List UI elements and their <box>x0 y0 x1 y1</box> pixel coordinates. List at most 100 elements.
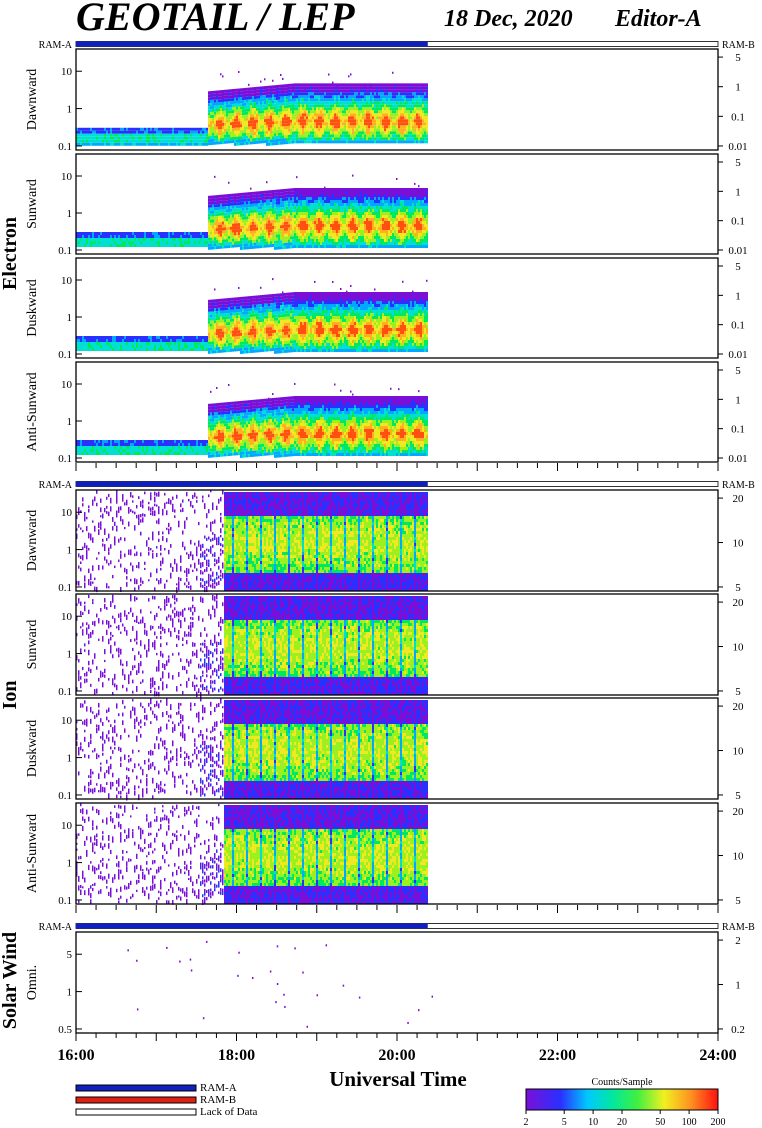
left-tick-label: 10 <box>61 820 73 832</box>
right-tick-label: 1 <box>735 82 741 94</box>
right-tick-label: 0.1 <box>731 216 745 228</box>
panels: RAM-A RAM-B 10 1 0.1 5 1 0.1 0.01 Dawnward 10 1 0.1 5… <box>0 40 755 1036</box>
left-tick-label: 1 <box>67 104 73 116</box>
panel-frame <box>75 489 719 592</box>
colorbar-title: Counts/Sample <box>591 1077 653 1088</box>
left-tick-label: 1 <box>67 312 73 324</box>
legend-swatch-lack <box>75 1108 197 1116</box>
colorbar-tick-label: 5 <box>562 1117 567 1128</box>
panel-0-2: 10 1 0.1 5 1 0.1 0.01 Duskward <box>25 257 748 361</box>
left-tick-label: 1 <box>67 545 73 557</box>
legend-swatch-ram-b <box>75 1096 197 1104</box>
panel-label: Anti-Sunward <box>25 814 40 893</box>
panel-bg <box>76 932 718 1033</box>
ram-a-label-1: RAM-A <box>39 480 73 491</box>
ram-b-label-2: RAM-B <box>722 922 755 933</box>
spectrogram <box>76 803 428 906</box>
panel-0-0: 10 1 0.1 5 1 0.1 0.01 Dawnward <box>25 48 748 153</box>
panel-1-0: 10 1 0.1 20 10 5 Dawnward <box>25 489 745 594</box>
panel-frame <box>75 153 719 255</box>
right-tick-label: 0.1 <box>731 424 745 436</box>
right-tick-label: 5 <box>735 365 741 377</box>
right-tick-label: 20 <box>733 806 745 818</box>
left-tick-label: 1 <box>67 858 73 870</box>
group-label-2: Solar Wind <box>0 932 21 1029</box>
legend: RAM-A RAM-B Lack of Data <box>75 1082 258 1118</box>
spectrogram <box>76 698 428 801</box>
ram-a-label-0: RAM-A <box>39 40 73 51</box>
right-tick-label: 0.01 <box>728 349 747 361</box>
panel-label: Dawnward <box>25 510 40 571</box>
colorbar-tick-label: 100 <box>682 1117 697 1128</box>
right-tick-label: 1 <box>735 394 741 406</box>
right-tick-label: 10 <box>733 851 745 863</box>
panel-1-2: 10 1 0.1 20 10 5 Duskward <box>25 697 745 802</box>
ram-bar-a-1 <box>76 481 428 487</box>
right-tick-label: 2 <box>735 935 741 947</box>
left-tick-label: 1 <box>67 208 73 220</box>
spectrogram <box>76 490 428 593</box>
left-tick-label: 1 <box>67 416 73 428</box>
right-tick-label: 20 <box>733 493 745 505</box>
right-tick-label: 0.1 <box>731 320 745 332</box>
left-tick-label: 0.1 <box>58 790 72 802</box>
panel-0-3: 10 1 0.1 5 1 0.1 0.01 Anti-Sunward <box>25 361 748 465</box>
left-tick-label: 0.1 <box>58 686 72 698</box>
left-tick-label: 1 <box>67 987 73 999</box>
ram-bar-a-0 <box>76 41 428 47</box>
x-tick-label: 24:00 <box>699 1047 736 1064</box>
right-tick-label: 5 <box>735 790 741 802</box>
right-tick-label: 10 <box>733 746 745 758</box>
spectrogram <box>76 278 428 354</box>
colorbar-tick-label: 2 <box>524 1117 529 1128</box>
colorbar-tick-label: 20 <box>617 1117 627 1128</box>
panel-frame <box>75 361 719 463</box>
panel-label: Sunward <box>25 620 40 670</box>
legend-label-ram-a: RAM-A <box>200 1082 237 1094</box>
left-tick-label: 1 <box>67 753 73 765</box>
x-axis-label: Universal Time <box>329 1067 466 1091</box>
right-tick-label: 5 <box>735 52 741 64</box>
right-tick-label: 20 <box>733 597 745 609</box>
x-tick-label: 16:00 <box>57 1047 94 1064</box>
left-tick-label: 0.1 <box>58 582 72 594</box>
spectrogram <box>127 940 434 1028</box>
spectrogram <box>76 71 428 146</box>
right-tick-label: 1 <box>735 980 741 992</box>
panel-label: Dawnward <box>25 69 40 130</box>
legend-label-lack: Lack of Data <box>200 1106 258 1118</box>
left-tick-label: 10 <box>61 715 73 727</box>
ram-b-label-1: RAM-B <box>722 480 755 491</box>
left-tick-label: 0.1 <box>58 453 72 465</box>
legend-label-ram-b: RAM-B <box>200 1094 236 1106</box>
right-tick-label: 20 <box>733 701 745 713</box>
panel-2-0: 5 1 0.5 2 1 0.2 Omni. <box>25 931 745 1036</box>
colorbar-gradient <box>525 1088 719 1111</box>
right-tick-label: 10 <box>733 642 745 654</box>
colorbar: Counts/Sample 2 5 10 20 50 100 200 <box>524 1077 726 1128</box>
group-label-1: Ion <box>0 681 21 710</box>
right-tick-label: 0.01 <box>728 453 747 465</box>
legend-swatch-ram-a <box>75 1084 197 1092</box>
ram-bar-a-2 <box>76 923 428 929</box>
panel-frame <box>75 802 719 905</box>
ram-a-label-2: RAM-A <box>39 922 73 933</box>
left-tick-label: 0.1 <box>58 141 72 153</box>
x-tick-label: 18:00 <box>218 1047 255 1064</box>
panel-label: Anti-Sunward <box>25 372 40 451</box>
left-tick-label: 10 <box>61 66 73 78</box>
right-tick-label: 5 <box>735 895 741 907</box>
figure-editor: Editor-A <box>614 6 702 32</box>
left-tick-label: 10 <box>61 275 73 287</box>
x-tick-label: 22:00 <box>539 1047 576 1064</box>
right-tick-label: 5 <box>735 261 741 273</box>
panel-label: Duskward <box>25 279 40 337</box>
group-label-0: Electron <box>0 217 21 290</box>
panel-1-1: 10 1 0.1 20 10 5 Sunward <box>25 593 745 698</box>
panel-frame <box>75 48 719 151</box>
left-tick-label: 10 <box>61 611 73 623</box>
figure-date: 18 Dec, 2020 <box>444 6 573 32</box>
x-tick-label: 20:00 <box>378 1047 415 1064</box>
right-tick-label: 5 <box>735 157 741 169</box>
right-tick-label: 0.01 <box>728 245 747 257</box>
